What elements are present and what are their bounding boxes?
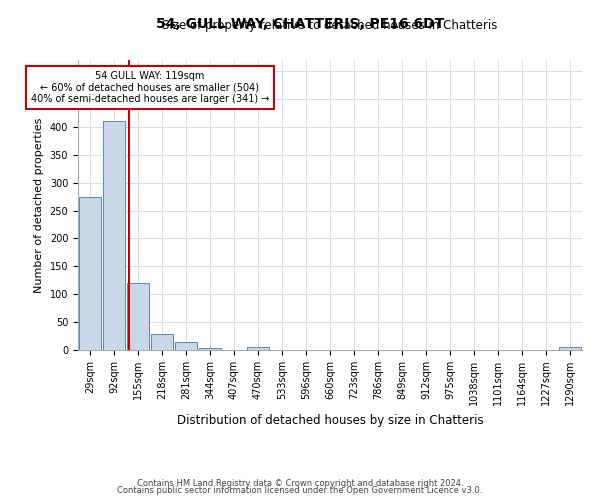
Title: Size of property relative to detached houses in Chatteris: Size of property relative to detached ho…	[163, 20, 497, 32]
Bar	[175, 342, 197, 350]
Text: Contains public sector information licensed under the Open Government Licence v3: Contains public sector information licen…	[118, 486, 482, 495]
Bar	[247, 347, 269, 350]
Text: 54 GULL WAY: 119sqm
← 60% of detached houses are smaller (504)
40% of semi-detac: 54 GULL WAY: 119sqm ← 60% of detached ho…	[31, 71, 269, 104]
Bar	[103, 122, 125, 350]
Bar	[127, 283, 149, 350]
Bar	[151, 334, 173, 350]
X-axis label: Distribution of detached houses by size in Chatteris: Distribution of detached houses by size …	[176, 414, 484, 426]
Text: 54, GULL WAY, CHATTERIS, PE16 6DT: 54, GULL WAY, CHATTERIS, PE16 6DT	[156, 18, 444, 32]
Bar	[199, 348, 221, 350]
Y-axis label: Number of detached properties: Number of detached properties	[34, 118, 44, 292]
Text: Contains HM Land Registry data © Crown copyright and database right 2024.: Contains HM Land Registry data © Crown c…	[137, 478, 463, 488]
Bar	[559, 347, 581, 350]
Bar	[79, 196, 101, 350]
